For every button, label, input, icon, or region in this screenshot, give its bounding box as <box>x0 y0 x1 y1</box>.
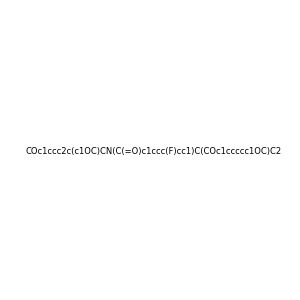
Text: COc1ccc2c(c1OC)CN(C(=O)c1ccc(F)cc1)C(COc1ccccc1OC)C2: COc1ccc2c(c1OC)CN(C(=O)c1ccc(F)cc1)C(COc… <box>26 147 282 156</box>
